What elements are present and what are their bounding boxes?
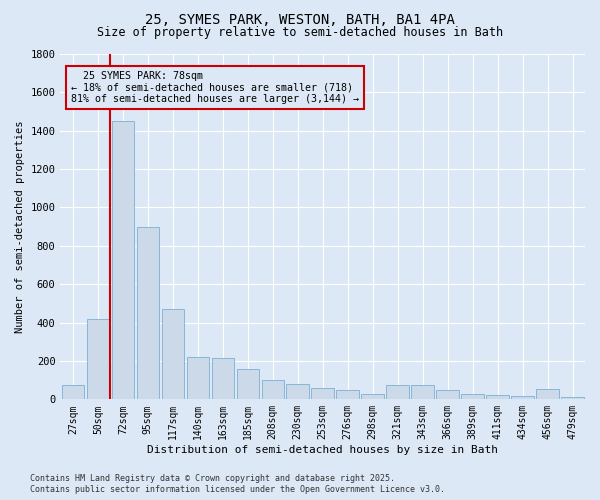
Text: 25, SYMES PARK, WESTON, BATH, BA1 4PA: 25, SYMES PARK, WESTON, BATH, BA1 4PA — [145, 12, 455, 26]
Bar — [487, 396, 509, 400]
Bar — [86, 319, 109, 400]
Bar — [561, 398, 584, 400]
Bar — [337, 390, 359, 400]
Bar — [386, 385, 409, 400]
Bar — [212, 358, 234, 400]
Bar — [112, 121, 134, 400]
Bar — [62, 385, 84, 400]
Bar — [137, 226, 159, 400]
X-axis label: Distribution of semi-detached houses by size in Bath: Distribution of semi-detached houses by … — [147, 445, 498, 455]
Text: 25 SYMES PARK: 78sqm
← 18% of semi-detached houses are smaller (718)
81% of semi: 25 SYMES PARK: 78sqm ← 18% of semi-detac… — [71, 72, 359, 104]
Bar — [187, 357, 209, 400]
Bar — [412, 385, 434, 400]
Bar — [311, 388, 334, 400]
Text: Contains HM Land Registry data © Crown copyright and database right 2025.
Contai: Contains HM Land Registry data © Crown c… — [30, 474, 445, 494]
Bar — [262, 380, 284, 400]
Bar — [236, 368, 259, 400]
Bar — [461, 394, 484, 400]
Bar — [436, 390, 459, 400]
Bar — [536, 389, 559, 400]
Text: Size of property relative to semi-detached houses in Bath: Size of property relative to semi-detach… — [97, 26, 503, 39]
Bar — [361, 394, 384, 400]
Y-axis label: Number of semi-detached properties: Number of semi-detached properties — [15, 120, 25, 333]
Bar — [286, 384, 309, 400]
Bar — [161, 309, 184, 400]
Bar — [511, 396, 534, 400]
